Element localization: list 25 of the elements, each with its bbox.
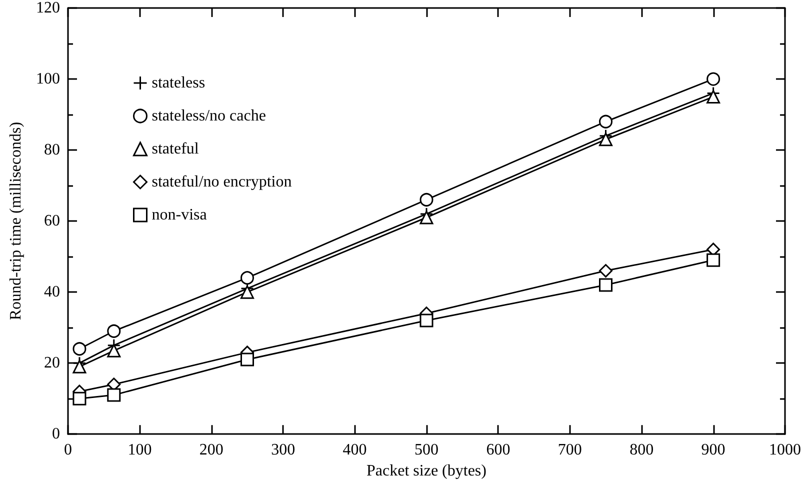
legend-label: stateful [152, 140, 200, 158]
x-tick-label: 1000 [769, 442, 801, 459]
legend-label: stateless [152, 74, 206, 92]
y-tick-label: 0 [52, 426, 60, 443]
x-tick-label: 200 [199, 442, 224, 459]
y-tick-label: 20 [44, 354, 60, 372]
x-tick-label: 700 [558, 442, 582, 459]
x-tick-label: 0 [64, 442, 72, 459]
x-tick-label: 300 [271, 442, 296, 459]
x-axis-title: Packet size (bytes) [366, 462, 486, 480]
x-tick-label: 100 [128, 442, 152, 459]
y-axis-title: Round-trip time (milliseconds) [8, 122, 24, 320]
legend-label: non-visa [152, 206, 207, 224]
x-tick-label: 800 [630, 442, 654, 459]
x-tick-label: 900 [701, 442, 726, 459]
legend-label: stateful/no encryption [152, 174, 292, 190]
y-tick-label: 40 [44, 284, 60, 301]
y-tick-label: 60 [44, 212, 60, 230]
y-tick-label: 100 [36, 70, 60, 88]
x-tick-label: 400 [342, 442, 367, 459]
x-tick-label: 500 [414, 442, 438, 459]
y-tick-label: 80 [44, 142, 60, 159]
y-tick-label: 120 [36, 0, 60, 16]
x-tick-label: 600 [486, 442, 510, 459]
legend-label: stateless/no cache [152, 108, 266, 124]
